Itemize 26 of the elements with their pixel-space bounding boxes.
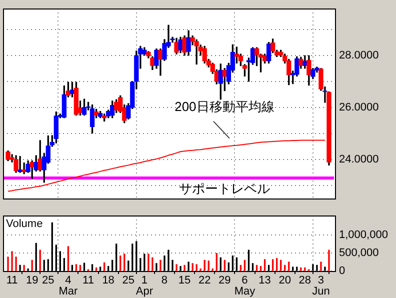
y-tick-label: 1,000,000: [339, 228, 388, 241]
x-tick-label: 1 Apr: [136, 274, 154, 298]
ref-line-label: サポートレベル: [178, 181, 270, 196]
x-tick-label: 11: [82, 274, 94, 287]
annotation: 200日移動平均線: [174, 98, 274, 114]
x-tick-label: 25: [42, 274, 54, 287]
x-tick-label: 28: [298, 274, 312, 287]
y-tick-label: 28.0000: [339, 49, 379, 62]
x-tick-label: 4 Mar: [58, 274, 78, 298]
x-tick-label: 15: [178, 274, 191, 287]
x-tick-label: 22: [198, 274, 211, 287]
x-tick-label: 20: [278, 274, 291, 287]
x-tick-label: 29: [218, 274, 231, 287]
y-tick-label: 24.0000: [339, 153, 379, 166]
y-tick-label: 26.0000: [339, 101, 379, 114]
x-tick-label: 6 May: [234, 274, 256, 298]
x-tick-label: 18: [102, 274, 114, 287]
y-axis-title: Volume: [6, 218, 43, 230]
y-tick-label: 500,000: [339, 247, 379, 260]
x-tick-label: 3 Jun: [312, 274, 330, 298]
x-tick-label: 13: [258, 274, 271, 287]
x-tick-label: 19: [26, 274, 38, 287]
x-tick-label: 8: [161, 274, 168, 287]
y-tick-label: 0: [339, 265, 346, 278]
x-tick-label: 11: [6, 274, 18, 287]
x-tick-label: 25: [122, 274, 134, 287]
